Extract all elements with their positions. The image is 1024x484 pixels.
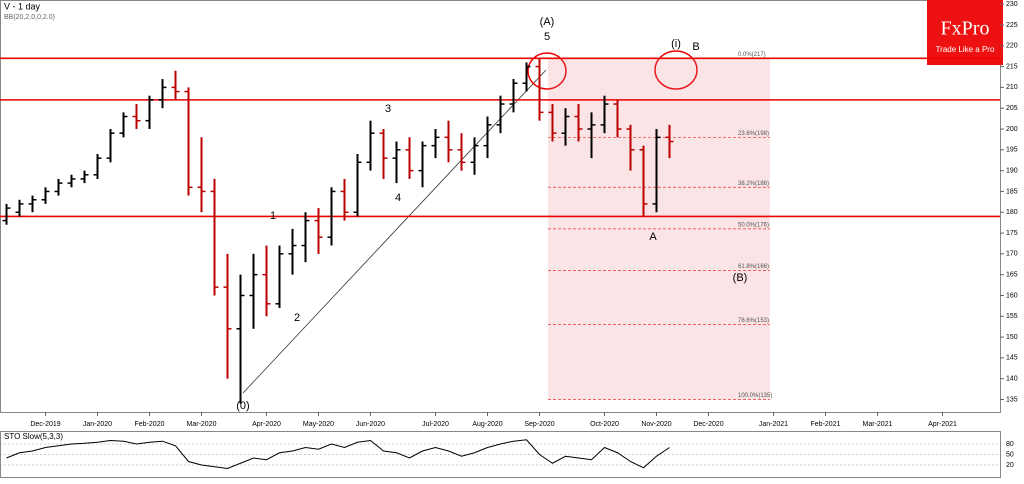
chart-title: V - 1 day — [4, 1, 41, 11]
x-tick-label: Feb-2020 — [135, 421, 165, 428]
wave-label: B — [692, 41, 699, 53]
wave-label: 4 — [395, 192, 401, 204]
highlight-circle — [654, 50, 698, 90]
logo-tagline: Trade Like a Pro — [936, 45, 995, 54]
stoch-line — [6, 439, 670, 470]
y-tick-label: 210 — [1006, 84, 1018, 91]
y-tick-label: 140 — [1006, 376, 1018, 383]
x-tick-label: May-2020 — [303, 421, 334, 428]
trend-line — [242, 69, 547, 394]
wave-label: 2 — [294, 312, 300, 324]
wave-label: (A) — [540, 16, 555, 28]
x-tick-label: Mar-2020 — [187, 421, 217, 428]
x-tick-label: Aug-2020 — [472, 421, 502, 428]
y-tick-label: 185 — [1006, 188, 1018, 195]
highlight-circle — [527, 52, 567, 90]
stoch-tick-label: 20 — [1006, 462, 1014, 469]
y-tick-label: 195 — [1006, 147, 1018, 154]
x-tick-label: Feb-2021 — [811, 421, 841, 428]
fib-label: 38.2%(186) — [738, 181, 769, 187]
y-tick-label: 220 — [1006, 43, 1018, 50]
y-tick-label: 135 — [1006, 396, 1018, 403]
fib-label: 100.0%(135) — [738, 393, 772, 399]
fib-label: 0.0%(217) — [738, 52, 766, 58]
x-tick-label: Apr-2021 — [928, 421, 957, 428]
y-tick-label: 145 — [1006, 355, 1018, 362]
x-tick-label: Dec-2020 — [693, 421, 723, 428]
indicator-label: BB(20,2.0,0,2.0) — [4, 14, 55, 21]
x-tick-label: Nov-2020 — [641, 421, 671, 428]
y-tick-label: 170 — [1006, 251, 1018, 258]
wave-label: 5 — [544, 31, 550, 43]
x-tick-label: Jan-2021 — [759, 421, 788, 428]
x-tick-label: Dec-2019 — [30, 421, 60, 428]
fib-label: 50.0%(176) — [738, 222, 769, 228]
fib-label: 61.8%(166) — [738, 264, 769, 270]
logo-box — [927, 0, 1003, 65]
y-tick-label: 230 — [1006, 1, 1018, 8]
subchart-title: STO Slow(5,3,3) — [4, 432, 63, 441]
wave-label: A — [649, 231, 657, 243]
x-tick-label: Mar-2021 — [863, 421, 893, 428]
y-tick-label: 225 — [1006, 22, 1018, 29]
y-tick-label: 155 — [1006, 313, 1018, 320]
wave-label: 1 — [270, 210, 276, 222]
y-tick-label: 200 — [1006, 126, 1018, 133]
y-tick-label: 205 — [1006, 105, 1018, 112]
fib-label: 23.6%(198) — [738, 131, 769, 137]
x-tick-label: Jan-2020 — [83, 421, 112, 428]
y-tick-label: 180 — [1006, 209, 1018, 216]
wave-label: (B) — [733, 272, 748, 284]
stoch-tick-label: 50 — [1006, 451, 1014, 458]
stoch-tick-label: 80 — [1006, 441, 1014, 448]
y-tick-label: 160 — [1006, 292, 1018, 299]
logo-brand: FxPro — [941, 18, 990, 40]
wave-label: (i) — [671, 38, 681, 50]
y-tick-label: 215 — [1006, 63, 1018, 70]
y-tick-label: 190 — [1006, 167, 1018, 174]
wave-label: 3 — [385, 103, 391, 115]
x-tick-label: Sep-2020 — [524, 421, 554, 428]
x-tick-label: Jun-2020 — [356, 421, 385, 428]
wave-label: (0) — [236, 400, 249, 412]
x-tick-label: Oct-2020 — [590, 421, 619, 428]
y-tick-label: 175 — [1006, 230, 1018, 237]
main-frame — [0, 0, 1001, 413]
y-tick-label: 150 — [1006, 334, 1018, 341]
y-tick-label: 165 — [1006, 272, 1018, 279]
x-tick-label: Jul-2020 — [422, 421, 449, 428]
fib-label: 78.6%(153) — [738, 318, 769, 324]
x-tick-label: Apr-2020 — [252, 421, 281, 428]
